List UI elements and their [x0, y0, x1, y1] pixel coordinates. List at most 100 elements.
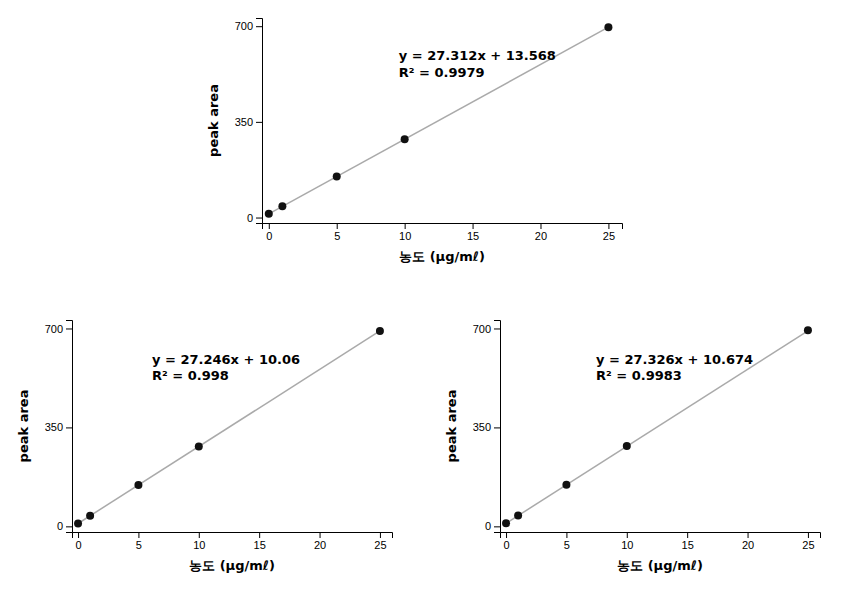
- tick: 5: [334, 223, 340, 242]
- tick: 350: [45, 421, 72, 433]
- tick-label: 0: [503, 539, 509, 551]
- tick-label: 20: [314, 539, 326, 551]
- tick: 20: [314, 532, 326, 551]
- point: [514, 512, 522, 520]
- tick-label: 0: [57, 520, 63, 532]
- tick-label: 10: [193, 539, 205, 551]
- tick-label: 700: [473, 323, 491, 335]
- tick: 5: [136, 532, 142, 551]
- tick: 0: [503, 532, 509, 551]
- tick-label: 10: [399, 230, 411, 242]
- tick-mark: [256, 218, 262, 219]
- tick-label: 350: [235, 116, 253, 128]
- plot-area: [265, 23, 613, 218]
- point: [604, 23, 612, 31]
- tick-label: 700: [235, 20, 253, 32]
- tick-mark: [66, 427, 72, 428]
- y-axis-label: peak area: [206, 84, 221, 157]
- tick-label: 700: [45, 323, 63, 335]
- tick: 0: [266, 223, 272, 242]
- tick: 700: [473, 323, 500, 335]
- point: [134, 481, 142, 489]
- tick-mark: [608, 223, 609, 229]
- point: [86, 512, 94, 520]
- annotation-line: y = 27.246x + 10.06: [152, 352, 300, 367]
- tick-mark: [808, 532, 809, 538]
- tick-mark: [494, 328, 500, 329]
- y-axis: 0 350 700: [473, 321, 501, 533]
- tick-label: 0: [247, 212, 253, 224]
- point: [333, 172, 341, 180]
- tick-label: 350: [473, 421, 491, 433]
- tick-mark: [494, 526, 500, 527]
- point: [623, 442, 631, 450]
- tick: 15: [254, 532, 266, 551]
- axis-line: [263, 224, 623, 230]
- tick-mark: [256, 122, 262, 123]
- point: [74, 520, 82, 528]
- points: [265, 23, 613, 218]
- tick: 15: [682, 532, 694, 551]
- tick: 20: [742, 532, 754, 551]
- plot-area: [502, 326, 812, 527]
- tick-label: 15: [254, 539, 266, 551]
- tick-mark: [566, 532, 567, 538]
- y-axis: 0 350 700: [45, 321, 73, 533]
- tick-mark: [506, 532, 507, 538]
- panel: 05101520250350700y = 27.246x + 10.06R² =…: [16, 321, 393, 574]
- tick-mark: [405, 223, 406, 229]
- tick: 10: [399, 223, 411, 242]
- tick-label: 15: [467, 230, 479, 242]
- tick-label: 0: [75, 539, 81, 551]
- annotation-line: R² = 0.9983: [596, 368, 682, 383]
- plot-area: [74, 327, 384, 528]
- tick: 0: [485, 520, 500, 532]
- tick: 10: [193, 532, 205, 551]
- tick-mark: [66, 526, 72, 527]
- axis-line: [494, 321, 501, 533]
- tick-mark: [199, 532, 200, 538]
- tick: 350: [235, 116, 262, 128]
- tick: 700: [235, 20, 262, 32]
- tick-mark: [380, 532, 381, 538]
- tick-mark: [78, 532, 79, 538]
- tick-mark: [337, 223, 338, 229]
- axis-line: [66, 321, 73, 533]
- tick-label: 25: [802, 539, 814, 551]
- point: [804, 326, 812, 334]
- axis-line: [256, 19, 263, 224]
- annotation-line: y = 27.326x + 10.674: [596, 352, 753, 367]
- annotation: y = 27.246x + 10.06R² = 0.998: [152, 352, 300, 383]
- x-axis: 0510152025: [73, 532, 393, 551]
- tick-mark: [256, 26, 262, 27]
- tick: 350: [473, 421, 500, 433]
- tick-label: 20: [742, 539, 754, 551]
- annotation-line: y = 27.312x + 13.568: [399, 48, 556, 63]
- tick-mark: [473, 223, 474, 229]
- tick-mark: [494, 427, 500, 428]
- tick-mark: [259, 532, 260, 538]
- y-axis-label: peak area: [444, 390, 459, 463]
- regression-line: [506, 331, 808, 523]
- panel: 05101520250350700y = 27.326x + 10.674R² …: [444, 321, 821, 574]
- annotation-line: R² = 0.9979: [399, 65, 485, 80]
- tick: 20: [535, 223, 547, 242]
- tick-mark: [627, 532, 628, 538]
- point: [562, 481, 570, 489]
- tick: 15: [467, 223, 479, 242]
- tick-label: 5: [564, 539, 570, 551]
- annotation-line: R² = 0.998: [152, 368, 229, 383]
- tick-mark: [748, 532, 749, 538]
- tick: 5: [564, 532, 570, 551]
- tick-label: 5: [334, 230, 340, 242]
- tick: 0: [75, 532, 81, 551]
- point: [278, 202, 286, 210]
- tick-mark: [320, 532, 321, 538]
- axis-line: [73, 533, 393, 539]
- tick-mark: [138, 532, 139, 538]
- annotation: y = 27.326x + 10.674R² = 0.9983: [596, 352, 753, 383]
- x-axis-label: 농도 (μg/mℓ): [617, 558, 703, 573]
- regression-line: [78, 331, 380, 524]
- tick: 0: [247, 212, 262, 224]
- regression-line: [269, 27, 609, 214]
